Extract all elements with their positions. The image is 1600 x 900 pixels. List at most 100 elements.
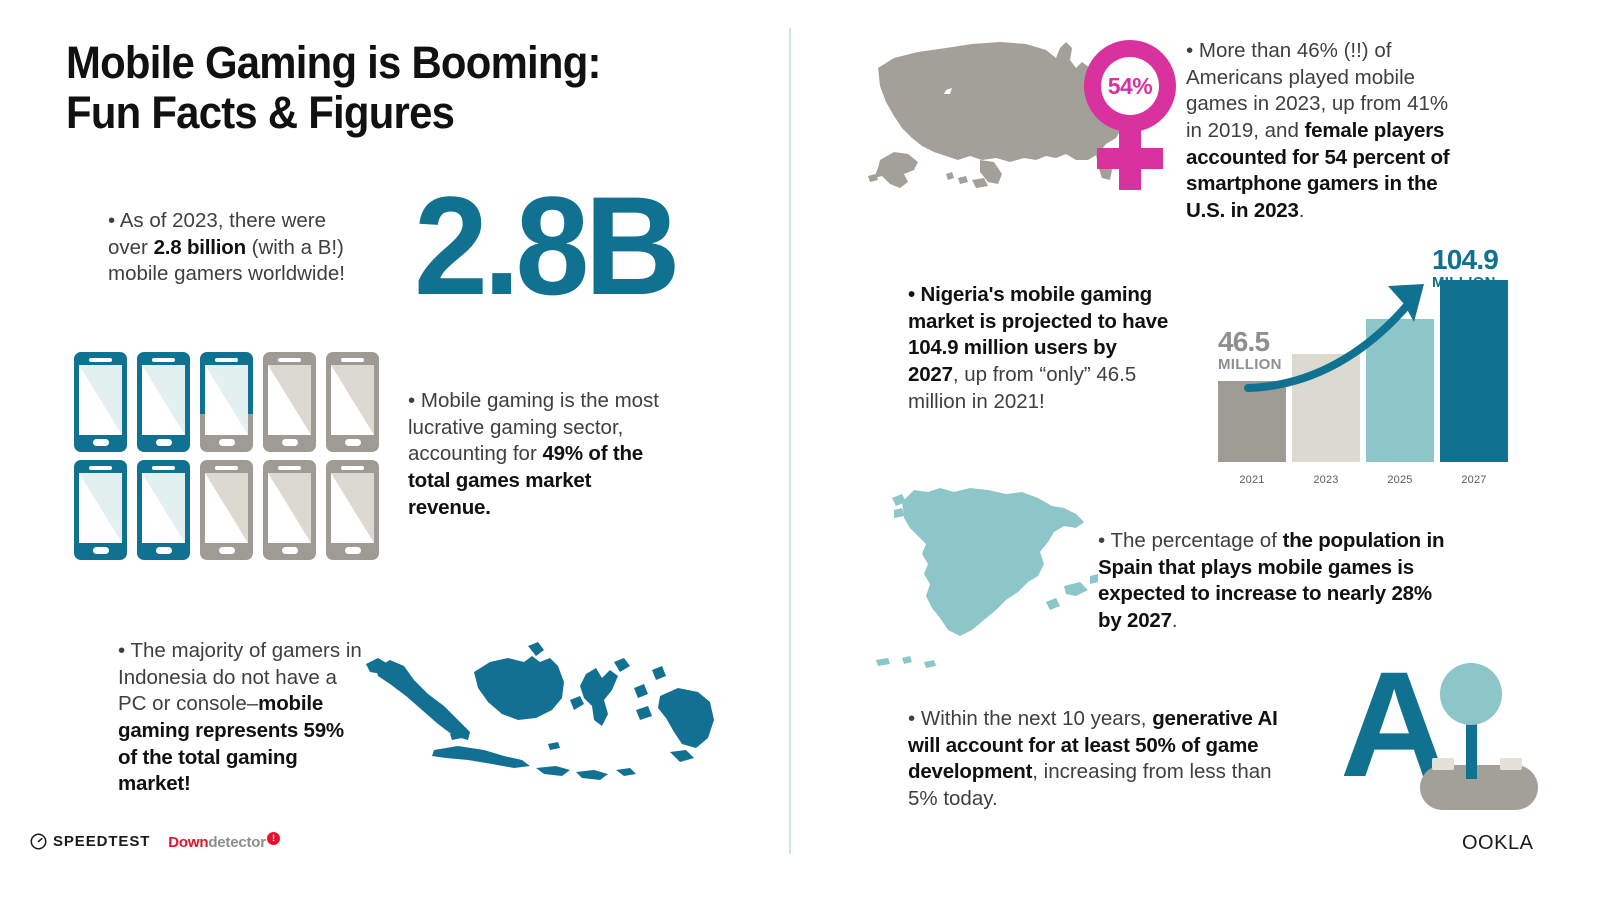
phone-speaker xyxy=(89,466,112,470)
downdetector-alert-icon: ! xyxy=(266,832,280,845)
phone-screen xyxy=(79,473,122,543)
chart-x-tick-label: 2027 xyxy=(1461,474,1487,486)
footer-logos: SPEEDTEST Downdetector! xyxy=(30,832,280,851)
phone-home-button xyxy=(345,547,361,554)
smartphone-icon xyxy=(74,460,127,560)
phone-home-button xyxy=(93,439,109,446)
chart-bar xyxy=(1218,381,1286,462)
page-title-line2: Fun Facts & Figures xyxy=(66,87,455,139)
phone-screen xyxy=(79,365,122,435)
chart-label-first-num: 46.5 xyxy=(1218,326,1270,357)
phone-home-button xyxy=(282,547,298,554)
phone-home-button xyxy=(219,547,235,554)
downdetector-down: Down xyxy=(168,834,209,851)
female-symbol-circle: 54% xyxy=(1084,40,1176,132)
smartphone-icon xyxy=(263,460,316,560)
big-stat-2-8b: 2.8B xyxy=(414,167,681,324)
column-divider xyxy=(789,28,791,854)
smartphone-icon xyxy=(200,352,253,452)
joystick-button-left xyxy=(1432,758,1454,770)
female-symbol-cross xyxy=(1097,148,1163,169)
phone-screen-glare xyxy=(268,365,311,435)
female-badge-inner: 54% xyxy=(1101,57,1159,115)
page-title-line1: Mobile Gaming is Booming: xyxy=(66,37,601,88)
bullet-indonesia: • The majority of gamers in Indonesia do… xyxy=(118,639,362,796)
ookla-logo: OOKLA xyxy=(1462,832,1533,855)
phone-speaker xyxy=(215,466,238,470)
bullet-global-gamers: • As of 2023, there were over 2.8 billio… xyxy=(108,209,345,286)
bullet-nigeria: • Nigeria's mobile gaming market is proj… xyxy=(908,283,1169,413)
phone-screen-glare xyxy=(205,365,248,435)
phone-screen-glare xyxy=(79,365,122,435)
phone-speaker xyxy=(341,358,364,362)
chart-bar xyxy=(1366,319,1434,462)
ookla-wordmark: OOKLA xyxy=(1462,832,1534,854)
phone-screen xyxy=(142,365,185,435)
smartphone-icon xyxy=(137,460,190,560)
speedometer-icon xyxy=(30,833,47,850)
female-symbol-icon: 54% xyxy=(1084,40,1176,190)
phone-screen-glare xyxy=(205,473,248,543)
chart-x-tick-label: 2021 xyxy=(1239,474,1265,486)
bullet-market-revenue: • Mobile gaming is the most lucrative ga… xyxy=(408,389,660,519)
speedtest-logo: SPEEDTEST xyxy=(30,833,150,850)
phone-screen xyxy=(268,473,311,543)
chart-bar xyxy=(1292,354,1360,462)
phone-speaker xyxy=(215,358,238,362)
phone-home-button xyxy=(156,547,172,554)
downdetector-detector: detector xyxy=(208,834,266,851)
phone-home-button xyxy=(156,439,172,446)
smartphone-icon xyxy=(74,352,127,452)
bullet-spain: • The percentage of the population in Sp… xyxy=(1098,529,1445,632)
phone-screen-glare xyxy=(331,365,374,435)
phone-screen-glare xyxy=(142,365,185,435)
chart-bar xyxy=(1440,280,1508,462)
phone-screen xyxy=(331,365,374,435)
phone-speaker xyxy=(152,466,175,470)
phone-screen-glare xyxy=(331,473,374,543)
phone-screen xyxy=(205,473,248,543)
nigeria-bar-chart: 46.5 MILLION 104.9 MILLION 2021 2023 2025 2… xyxy=(1218,240,1518,490)
phone-speaker xyxy=(341,466,364,470)
phone-screen-glare xyxy=(142,473,185,543)
joystick-ball xyxy=(1440,663,1502,725)
downdetector-logo: Downdetector! xyxy=(168,832,280,851)
joystick-rod xyxy=(1466,717,1477,779)
smartphone-icon xyxy=(263,352,316,452)
phone-screen xyxy=(205,365,248,435)
bullet-generative-ai: • Within the next 10 years, generative A… xyxy=(908,707,1278,810)
ai-joystick-icon: A xyxy=(1340,649,1538,815)
phone-screen xyxy=(268,365,311,435)
phone-screen xyxy=(331,473,374,543)
smartphone-icon xyxy=(200,460,253,560)
chart-x-tick-label: 2025 xyxy=(1387,474,1413,486)
phone-screen-glare xyxy=(268,473,311,543)
phone-speaker xyxy=(152,358,175,362)
indonesia-map xyxy=(318,640,718,800)
chart-label-last-num: 104.9 xyxy=(1432,244,1499,275)
speedtest-wordmark: SPEEDTEST xyxy=(53,833,151,850)
phone-home-button xyxy=(282,439,298,446)
phone-screen xyxy=(142,473,185,543)
female-percent-value: 54% xyxy=(1107,72,1153,99)
chart-x-tick-label: 2023 xyxy=(1313,474,1339,486)
chart-label-last: 104.9 MILLION xyxy=(1432,244,1499,291)
joystick-button-right xyxy=(1500,758,1522,770)
joystick-base xyxy=(1420,765,1538,810)
chart-label-first: 46.5 MILLION xyxy=(1218,326,1282,373)
smartphone-icon xyxy=(137,352,190,452)
phone-screen-glare xyxy=(79,473,122,543)
phone-home-button xyxy=(345,439,361,446)
phone-home-button xyxy=(93,547,109,554)
smartphone-icon xyxy=(326,460,379,560)
phone-speaker xyxy=(89,358,112,362)
spain-map xyxy=(848,478,1098,673)
smartphone-icon xyxy=(326,352,379,452)
phone-speaker xyxy=(278,358,301,362)
phone-pictogram-grid xyxy=(74,352,384,570)
page-title: Mobile Gaming is Booming: Fun Facts & Fi… xyxy=(66,37,698,139)
chart-label-first-unit: MILLION xyxy=(1218,356,1282,373)
bullet-usa-players: • More than 46% (!!) of Americans played… xyxy=(1186,39,1450,222)
phone-home-button xyxy=(219,439,235,446)
